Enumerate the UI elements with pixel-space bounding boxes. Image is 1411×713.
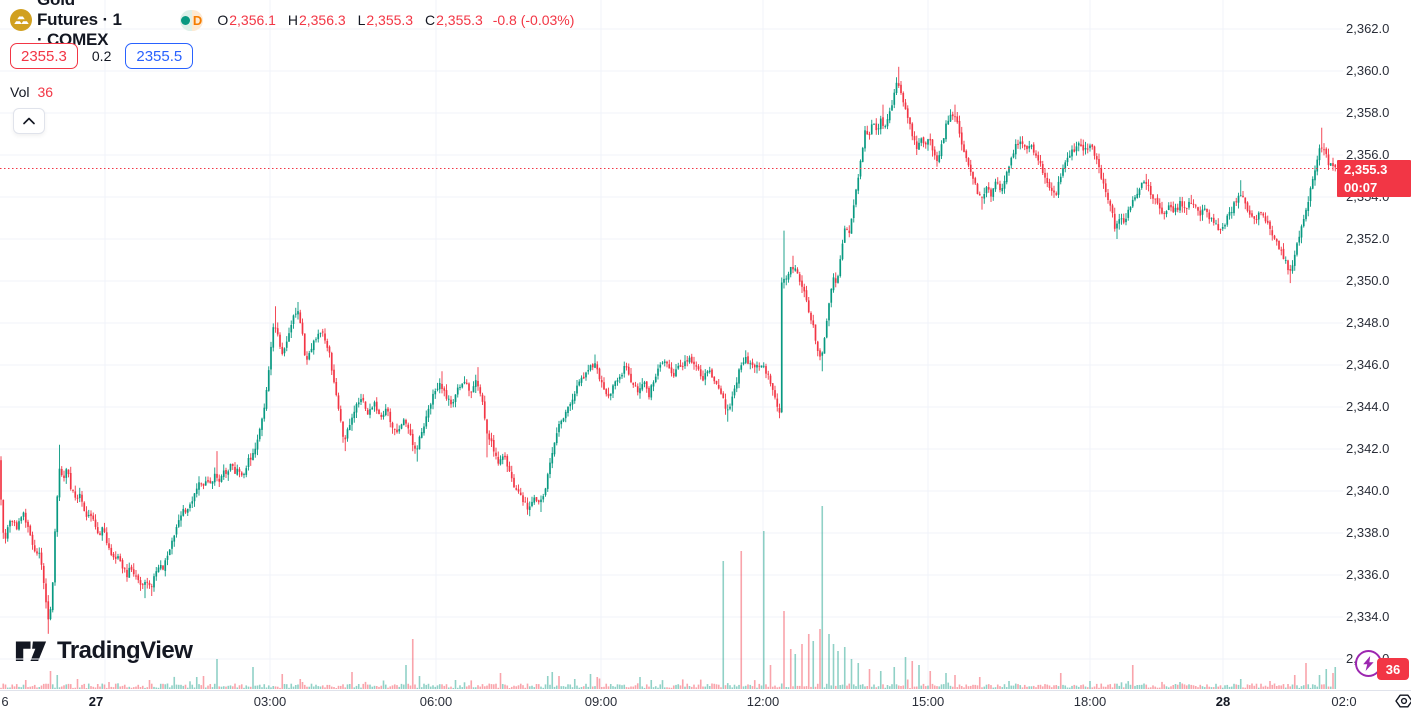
time-axis-label: 27 [88,694,104,709]
time-axis-label: 18:00 [1073,694,1107,709]
symbol-row: Gold Futures · 1 · COMEX D O2,356.1 H2,3… [10,0,574,49]
price-axis-label: 2,352.0 [1346,231,1390,246]
price-axis-label: 2,338.0 [1346,525,1390,540]
time-axis[interactable]: 6 27 03:00 06:00 09:00 12:00 15:00 18:00 28 02:0 [0,690,1411,713]
high-value: 2,356.3 [298,12,346,28]
market-status-segment [179,9,192,31]
time-axis-label: 6 [1,694,9,709]
market-open-dot [181,15,191,25]
current-price-value: 2,355.3 [1344,162,1388,177]
spread-value: 0.2 [91,48,112,64]
time-axis-label: 02:0 [1331,694,1357,709]
eye-icon[interactable] [1392,691,1411,711]
time-axis-label: 12:00 [746,694,780,709]
low-label: L [357,12,366,28]
volume-value: 36 [37,84,54,100]
quote-row: 2355.3 0.2 2355.5 [10,43,194,69]
volume-legend: Vol 36 [10,84,53,100]
price-axis-label: 2,358.0 [1346,105,1390,120]
price-axis[interactable]: 2,362.02,360.02,358.02,356.02,354.02,352… [1343,0,1411,690]
time-axis-label: 28 [1215,694,1231,709]
price-axis-label: 2,336.0 [1346,567,1390,582]
time-axis-label: 09:00 [584,694,618,709]
open-label: O [217,12,229,28]
bar-countdown: 00:07 [1344,179,1378,195]
price-axis-label: 2,350.0 [1346,273,1390,288]
lightning-bolt-icon [1363,656,1374,671]
interval-pill[interactable]: D [179,9,204,31]
close-value: 2,355.3 [436,12,483,28]
time-axis-label: 03:00 [253,694,287,709]
price-axis-label: 2,346.0 [1346,357,1390,372]
buy-price-button[interactable]: 2355.5 [125,43,194,69]
chevron-up-icon [23,117,35,125]
change-value: -0.8 (-0.03%) [492,12,575,28]
price-axis-label: 2,344.0 [1346,399,1390,414]
tradingview-logo-icon [15,641,47,662]
price-axis-label: 2,334.0 [1346,609,1390,624]
price-axis-label: 2,342.0 [1346,441,1390,456]
price-axis-label: 2,362.0 [1346,21,1390,36]
collapse-legend-button[interactable] [13,108,45,134]
time-axis-label: 06:00 [419,694,453,709]
high-label: H [287,12,298,28]
close-label: C [424,12,436,28]
open-value: 2,356.1 [229,12,276,28]
time-axis-label: 15:00 [911,694,945,709]
current-price-label: 2,355.3 00:07 [1337,160,1411,197]
price-axis-label: 2,360.0 [1346,63,1390,78]
gold-symbol-icon [10,9,32,31]
ohlc-readout: O2,356.1 H2,356.3 L2,355.3 C2,355.3 -0.8… [217,12,574,28]
low-value: 2,355.3 [366,12,414,28]
sell-price-button[interactable]: 2355.3 [10,43,78,69]
volume-label: Vol [10,84,30,100]
price-axis-label: 2,340.0 [1346,483,1390,498]
notification-count-badge[interactable]: 36 [1377,658,1409,680]
price-axis-label: 2,356.0 [1346,147,1390,162]
price-axis-label: 2,348.0 [1346,315,1390,330]
interval-d-segment: D [191,9,204,31]
